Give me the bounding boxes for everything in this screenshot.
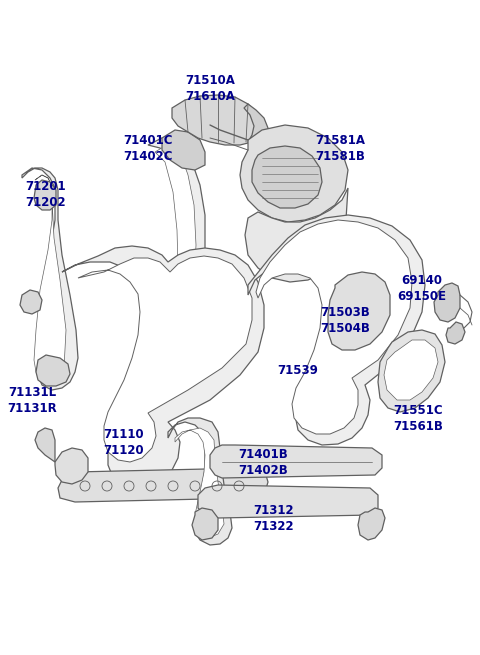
Polygon shape <box>256 220 412 434</box>
Polygon shape <box>34 180 56 210</box>
Polygon shape <box>210 445 382 478</box>
Text: 71110
71120: 71110 71120 <box>104 428 144 457</box>
Polygon shape <box>384 340 438 400</box>
Polygon shape <box>252 146 322 208</box>
Text: 71201
71202: 71201 71202 <box>26 181 66 210</box>
Polygon shape <box>55 448 88 484</box>
Polygon shape <box>328 272 390 350</box>
Polygon shape <box>78 256 252 462</box>
Polygon shape <box>248 215 425 445</box>
Text: 71312
71322: 71312 71322 <box>254 504 294 533</box>
Polygon shape <box>155 146 196 354</box>
Polygon shape <box>446 322 465 344</box>
Text: 71131L
71131R: 71131L 71131R <box>7 386 57 415</box>
Polygon shape <box>192 508 218 540</box>
Polygon shape <box>34 175 66 382</box>
Polygon shape <box>20 290 42 314</box>
Polygon shape <box>378 330 445 412</box>
Polygon shape <box>244 104 268 145</box>
Text: 69140
69150E: 69140 69150E <box>397 274 446 303</box>
Text: 71401C
71402C: 71401C 71402C <box>123 134 173 162</box>
Polygon shape <box>240 125 348 222</box>
Text: 71551C
71561B: 71551C 71561B <box>393 403 443 432</box>
Polygon shape <box>168 418 232 545</box>
Text: 71510A
71610A: 71510A 71610A <box>185 73 235 102</box>
Polygon shape <box>175 428 224 538</box>
Polygon shape <box>162 130 205 170</box>
Polygon shape <box>146 338 192 374</box>
Text: 71539: 71539 <box>277 364 318 377</box>
Polygon shape <box>245 188 348 282</box>
Polygon shape <box>148 138 205 362</box>
Text: 71581A
71581B: 71581A 71581B <box>315 134 365 162</box>
Polygon shape <box>35 428 55 462</box>
Polygon shape <box>62 246 264 485</box>
Text: 71503B
71504B: 71503B 71504B <box>320 305 370 335</box>
Polygon shape <box>172 95 262 145</box>
Polygon shape <box>434 283 460 322</box>
Text: 71401B
71402B: 71401B 71402B <box>238 447 288 476</box>
Polygon shape <box>58 468 268 502</box>
Polygon shape <box>358 508 385 540</box>
Polygon shape <box>198 485 378 518</box>
Polygon shape <box>22 168 78 390</box>
Polygon shape <box>36 355 70 386</box>
